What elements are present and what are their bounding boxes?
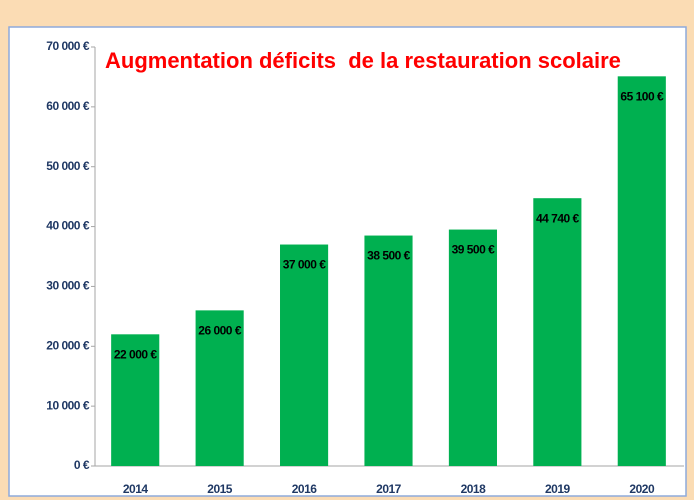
bar [533,198,582,466]
value-label: 38 500 € [367,249,411,263]
chart-title: Augmentation déficits de la restauration… [105,48,621,73]
bar [280,244,329,466]
x-tick-label: 2016 [292,482,318,496]
value-label: 44 740 € [536,211,580,225]
y-tick-label: 60 000 € [46,99,90,113]
y-tick-label: 30 000 € [46,279,90,293]
chart-panel [8,26,687,497]
x-tick-label: 2020 [629,482,655,496]
bar [195,310,244,466]
x-tick-label: 2019 [545,482,571,496]
x-tick-label: 2017 [376,482,402,496]
y-tick-label: 40 000 € [46,219,90,233]
x-tick-label: 2015 [207,482,233,496]
value-label: 22 000 € [114,347,158,361]
value-label: 26 000 € [198,324,242,338]
y-tick-label: 10 000 € [46,398,90,412]
y-tick-label: 0 € [74,458,90,472]
x-tick-label: 2018 [461,482,487,496]
x-tick-label: 2014 [123,482,149,496]
value-label: 37 000 € [283,258,327,272]
y-tick-label: 20 000 € [46,338,90,352]
bar [448,229,497,466]
bar [364,235,413,466]
bar [617,76,666,466]
value-label: 65 100 € [620,90,664,104]
bar [111,334,160,466]
y-tick-label: 70 000 € [46,39,90,53]
y-tick-label: 50 000 € [46,159,90,173]
value-label: 39 500 € [452,243,496,257]
